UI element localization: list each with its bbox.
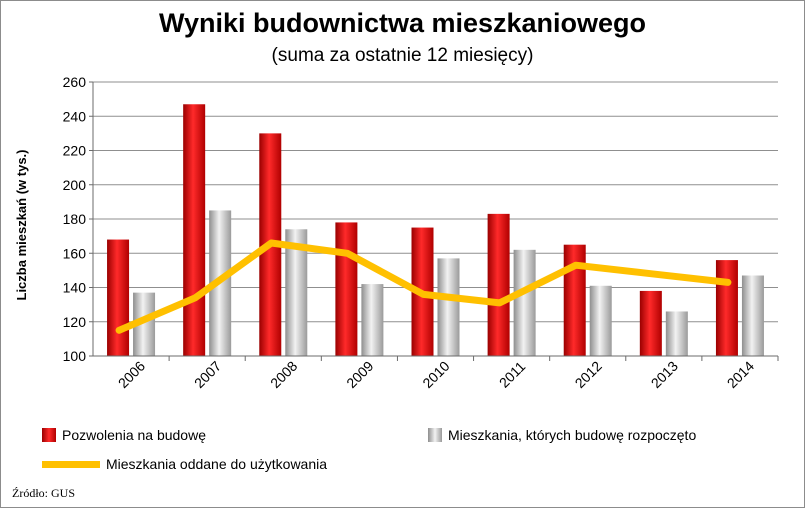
y-tick-label-180: 180 [63,211,87,227]
legend-label-completed: Mieszkania oddane do użytkowania [106,456,328,472]
y-tick-label-200: 200 [63,177,87,193]
bar-started-2011 [513,249,536,356]
legend-swatch-completed [42,460,100,468]
x-tick-label-2009: 2009 [343,358,376,391]
legend-item-started: Mieszkania, których budowę rozpoczęto [428,427,696,443]
bar-permits-2007 [183,104,206,356]
bar-started-2006 [133,292,156,356]
bar-permits-2014 [715,260,738,356]
legend-item-completed: Mieszkania oddane do użytkowania [42,456,327,472]
y-tick-label-220: 220 [63,143,87,159]
chart-title: Wyniki budownictwa mieszkaniowego [158,8,647,38]
legend-swatch-permits [42,428,56,442]
y-tick-label-240: 240 [63,108,87,124]
y-tick-label-120: 120 [63,314,87,330]
legend-label-permits: Pozwolenia na budowę [62,427,206,443]
bar-permits-2012 [563,244,586,356]
x-tick-label-2006: 2006 [115,358,148,391]
x-tick-label-2011: 2011 [496,358,529,391]
source-note: Źródło: GUS [12,486,75,500]
legend-label-started: Mieszkania, których budowę rozpoczęto [448,427,697,443]
x-tick-label-2012: 2012 [572,358,605,391]
bar-started-2008 [285,229,308,356]
x-tick-label-2013: 2013 [648,358,681,391]
bar-permits-2006 [107,239,130,356]
y-tick-label-140: 140 [63,280,87,296]
bar-started-2014 [741,275,764,356]
bar-started-2012 [589,285,612,356]
y-tick-label-100: 100 [63,348,87,364]
chart-subtitle: (suma za ostatnie 12 miesięcy) [271,45,534,66]
bar-permits-2009 [335,222,358,356]
bar-permits-2013 [639,290,662,356]
y-tick-label-160: 160 [63,245,87,261]
bar-started-2009 [361,284,384,356]
bar-started-2010 [437,258,460,356]
legend-item-permits: Pozwolenia na budowę [42,427,206,443]
y-tick-label-260: 260 [63,74,87,90]
x-tick-label-2008: 2008 [267,358,300,391]
x-tick-label-2010: 2010 [419,358,452,391]
y-axis-label: Liczba mieszkań (w tys.) [14,150,29,301]
x-tick-label-2014: 2014 [724,358,757,391]
bar-started-2013 [665,311,688,356]
bar-permits-2011 [487,213,510,356]
x-tick-label-2007: 2007 [191,358,224,391]
legend-swatch-started [428,428,442,442]
